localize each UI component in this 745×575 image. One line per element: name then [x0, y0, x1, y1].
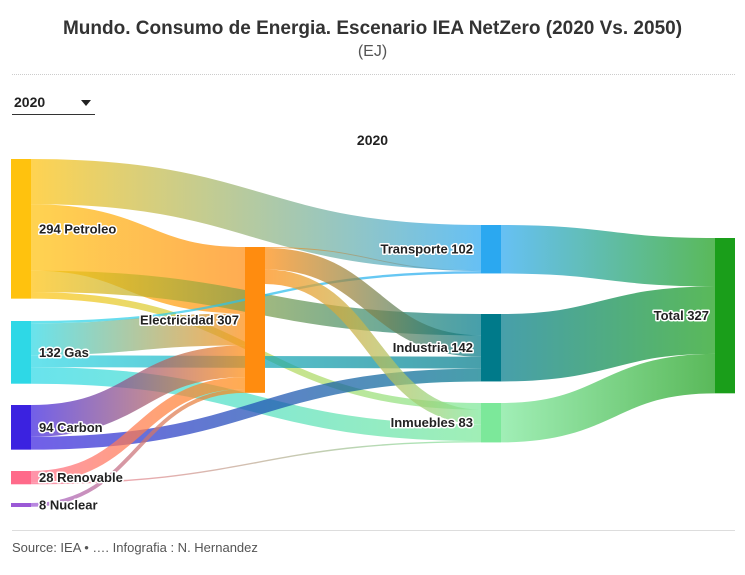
chevron-down-icon [81, 100, 91, 106]
node-nuclear[interactable] [11, 503, 31, 507]
source-note: Source: IEA • …. Infografia : N. Hernand… [12, 540, 258, 555]
link-electricidad-industria[interactable] [264, 247, 482, 357]
node-gas[interactable] [11, 321, 31, 384]
node-label-total: Total 327 [654, 308, 709, 323]
link-renovable-electricidad[interactable] [30, 377, 246, 483]
node-transporte[interactable] [481, 225, 501, 274]
node-label-transporte: Transporte 102 [381, 242, 474, 257]
node-label-nuclear: 8 Nuclear [39, 498, 98, 513]
link-renovable-inmuebles[interactable] [30, 440, 482, 485]
chart-subtitle: (EJ) [357, 43, 388, 60]
node-carbon[interactable] [11, 405, 31, 450]
node-electricidad[interactable] [245, 247, 265, 393]
link-inmuebles-total[interactable] [500, 353, 716, 443]
top-divider [12, 74, 735, 75]
link-industria-total[interactable] [500, 286, 716, 382]
node-petroleo[interactable] [11, 159, 31, 299]
link-transporte-total[interactable] [500, 225, 716, 287]
link-petroleo-electricidad[interactable] [30, 204, 246, 314]
node-label-petroleo: 294 Petroleo [39, 221, 116, 236]
node-label-inmuebles: Inmuebles 83 [391, 415, 473, 430]
link-nuclear-electricidad[interactable] [30, 389, 246, 507]
node-inmuebles[interactable] [481, 403, 501, 443]
node-total[interactable] [715, 238, 735, 394]
link-petroleo-transporte[interactable] [30, 159, 482, 271]
node-label-gas: 132 Gas [39, 345, 89, 360]
node-industria[interactable] [481, 314, 501, 382]
node-renovable[interactable] [11, 471, 31, 485]
year-dropdown-value: 2020 [14, 94, 46, 110]
link-electricidad-inmuebles[interactable] [264, 269, 482, 425]
bottom-divider [12, 530, 735, 531]
link-electricidad-transporte[interactable] [264, 247, 482, 272]
node-label-electricidad: Electricidad 307 [140, 312, 239, 327]
sankey-title: 2020 [356, 132, 389, 148]
year-dropdown[interactable]: 2020 [12, 90, 95, 115]
node-label-renovable: 28 Renovable [39, 470, 123, 485]
node-label-industria: Industria 142 [393, 340, 473, 355]
link-carbon-electricidad[interactable] [30, 345, 246, 437]
chart-title: Mundo. Consumo de Energia. Escenario IEA… [62, 18, 683, 39]
link-gas-electricidad[interactable] [30, 313, 246, 356]
node-label-carbon: 94 Carbon [39, 420, 103, 435]
